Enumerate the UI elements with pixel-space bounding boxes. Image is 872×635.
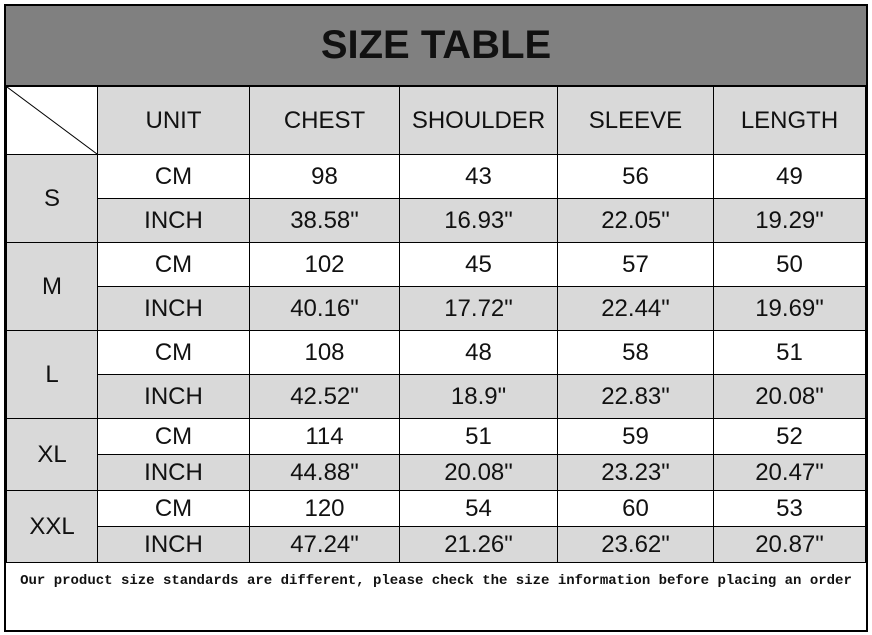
unit-cell: INCH (97, 286, 250, 331)
table-row: XL CM 114 51 59 52 (6, 418, 866, 491)
value-cell: 51 (713, 330, 866, 375)
unit-cell: CM (97, 154, 250, 199)
value-cell: 40.16" (249, 286, 400, 331)
table-row: M CM 102 45 57 50 (6, 242, 866, 331)
header-chest: CHEST (249, 86, 400, 155)
table-title: SIZE TABLE (6, 6, 866, 86)
value-cell: 98 (249, 154, 400, 199)
value-cell: 120 (249, 490, 400, 527)
value-cell: 23.23" (557, 454, 714, 491)
value-cell: 114 (249, 418, 400, 455)
unit-cell: CM (97, 330, 250, 375)
unit-cell: CM (97, 242, 250, 287)
value-cell: 53 (713, 490, 866, 527)
size-label: M (6, 242, 98, 331)
value-cell: 49 (713, 154, 866, 199)
unit-cell: INCH (97, 526, 250, 563)
header-shoulder: SHOULDER (399, 86, 558, 155)
size-table-sheet: SIZE TABLE UNIT CHEST SHOULDER SLEEVE LE… (4, 4, 868, 632)
size-label: S (6, 154, 98, 243)
value-cell: 51 (399, 418, 558, 455)
unit-cell: INCH (97, 454, 250, 491)
unit-cell: CM (97, 418, 250, 455)
size-label: L (6, 330, 98, 419)
header-length: LENGTH (713, 86, 866, 155)
value-cell: 102 (249, 242, 400, 287)
value-cell: 42.52" (249, 374, 400, 419)
table-row: L CM 108 48 58 51 (6, 330, 866, 419)
value-cell: 50 (713, 242, 866, 287)
diagonal-line-icon (7, 87, 97, 154)
table-row: S CM 98 43 56 49 (6, 154, 866, 243)
footer-note: Our product size standards are different… (20, 573, 852, 589)
value-cell: 18.9" (399, 374, 558, 419)
unit-cell: INCH (97, 198, 250, 243)
value-cell: 20.47" (713, 454, 866, 491)
table-row: INCH 38.58" 16.93" 22.05" 19.29" (7, 198, 866, 243)
size-label: XL (6, 418, 98, 491)
size-label: XXL (6, 490, 98, 563)
value-cell: 57 (557, 242, 714, 287)
value-cell: 38.58" (249, 198, 400, 243)
header-sleeve: SLEEVE (557, 86, 714, 155)
value-cell: 54 (399, 490, 558, 527)
value-cell: 47.24" (249, 526, 400, 563)
value-cell: 52 (713, 418, 866, 455)
value-cell: 22.83" (557, 374, 714, 419)
value-cell: 22.44" (557, 286, 714, 331)
value-cell: 108 (249, 330, 400, 375)
value-cell: 19.69" (713, 286, 866, 331)
unit-cell: CM (97, 490, 250, 527)
table-row: INCH 40.16" 17.72" 22.44" 19.69" (7, 286, 866, 331)
value-cell: 56 (557, 154, 714, 199)
value-cell: 44.88" (249, 454, 400, 491)
corner-cell (6, 86, 98, 155)
value-cell: 59 (557, 418, 714, 455)
value-cell: 23.62" (557, 526, 714, 563)
value-cell: 60 (557, 490, 714, 527)
size-table: UNIT CHEST SHOULDER SLEEVE LENGTH S CM 98 4… (6, 86, 866, 563)
value-cell: 20.87" (713, 526, 866, 563)
table-row: INCH 47.24" 21.26" 23.62" 20.87" (7, 526, 866, 563)
value-cell: 43 (399, 154, 558, 199)
value-cell: 21.26" (399, 526, 558, 563)
value-cell: 22.05" (557, 198, 714, 243)
value-cell: 16.93" (399, 198, 558, 243)
header-row: UNIT CHEST SHOULDER SLEEVE LENGTH (6, 86, 866, 155)
value-cell: 20.08" (399, 454, 558, 491)
table-row: INCH 44.88" 20.08" 23.23" 20.47" (7, 454, 866, 491)
table-row: INCH 42.52" 18.9" 22.83" 20.08" (7, 374, 866, 419)
table-row: XXL CM 120 54 60 53 (6, 490, 866, 563)
value-cell: 48 (399, 330, 558, 375)
value-cell: 20.08" (713, 374, 866, 419)
value-cell: 45 (399, 242, 558, 287)
header-unit: UNIT (97, 86, 250, 155)
value-cell: 17.72" (399, 286, 558, 331)
value-cell: 19.29" (713, 198, 866, 243)
value-cell: 58 (557, 330, 714, 375)
unit-cell: INCH (97, 374, 250, 419)
